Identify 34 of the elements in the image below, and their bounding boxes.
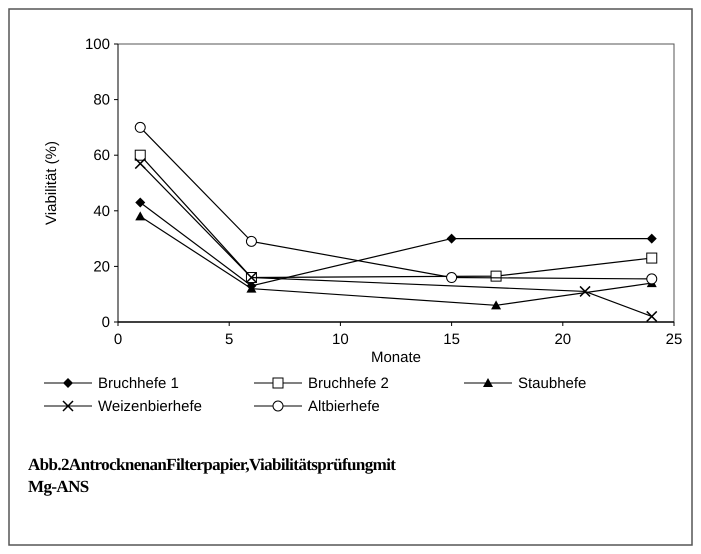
caption: Abb.2AntrocknenanFilterpapier,Viabilitätsprüfungmit Mg-ANS: [28, 455, 396, 496]
point: [646, 252, 658, 264]
point: [135, 211, 146, 220]
x-tick-label: 20: [554, 331, 572, 348]
y-axis-title: Viabilität (%): [43, 141, 60, 225]
x-tick-label: 5: [225, 331, 234, 348]
y-tick-label: 80: [93, 92, 110, 109]
point: [646, 310, 658, 322]
point: [491, 300, 502, 310]
point: [134, 150, 146, 161]
y-tick-label: 20: [93, 258, 110, 276]
point: [134, 158, 146, 170]
x-tick-label: 15: [443, 331, 460, 348]
y-tick-label: 0: [102, 314, 110, 331]
y-tick-label: 100: [84, 36, 110, 53]
x-tick-label: 0: [114, 331, 122, 348]
point: [246, 236, 257, 247]
y-tick-label: 40: [93, 202, 110, 220]
x-axis-title: Monate: [370, 349, 422, 366]
point: [446, 272, 458, 284]
point: [579, 286, 591, 298]
point: [134, 122, 146, 133]
point: [646, 273, 658, 284]
y-tick-label: 60: [93, 147, 110, 164]
legend-label: Weizenbierhefe: [98, 398, 202, 415]
legend-label: Bruchhefe 2: [308, 375, 389, 392]
legend-label: Staubhefe: [518, 375, 586, 392]
point: [135, 197, 146, 208]
legend-label: Altbierhefe: [308, 398, 380, 415]
point: [646, 234, 657, 244]
x-tick-label: 10: [332, 331, 349, 348]
legend-label: Bruchhefe 1: [98, 375, 179, 392]
point: [446, 234, 457, 244]
x-tick-label: 25: [666, 331, 682, 348]
